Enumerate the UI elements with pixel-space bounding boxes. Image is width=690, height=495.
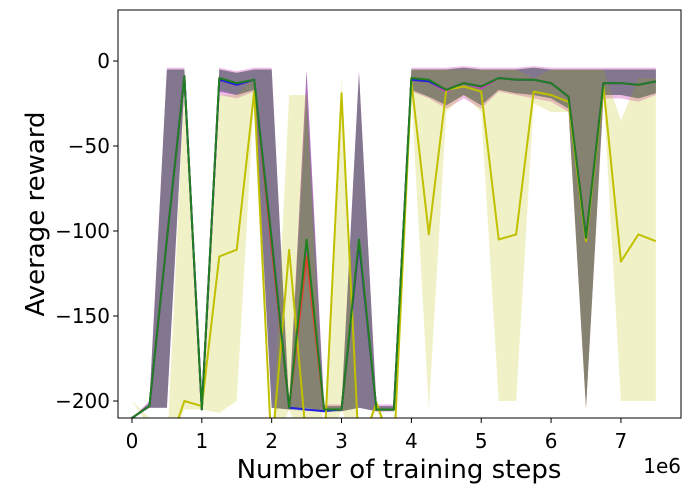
x-tick-label: 3 bbox=[335, 429, 348, 453]
series-4-line bbox=[131, 75, 657, 418]
x-tick-label: 6 bbox=[545, 429, 558, 453]
y-tick-label: −150 bbox=[55, 304, 110, 328]
x-tick-label: 4 bbox=[405, 429, 418, 453]
y-tick-label: 0 bbox=[97, 49, 110, 73]
x-tick-label: 0 bbox=[126, 429, 139, 453]
y-axis-label: Average reward bbox=[21, 111, 51, 316]
x-tick-label: 1 bbox=[195, 429, 208, 453]
series-lines bbox=[131, 75, 657, 418]
x-tick-label: 2 bbox=[265, 429, 278, 453]
x-axis-ticks: 0 1 2 3 4 5 6 7 bbox=[126, 418, 628, 453]
y-axis-ticks: 0 −50 −100 −150 −200 bbox=[55, 49, 118, 413]
x-axis-label: Number of training steps bbox=[237, 455, 562, 485]
y-tick-label: −50 bbox=[68, 134, 110, 158]
plot-frame bbox=[117, 9, 682, 419]
x-tick-label: 5 bbox=[475, 429, 488, 453]
y-tick-label: −200 bbox=[55, 389, 110, 413]
x-tick-label: 7 bbox=[615, 429, 628, 453]
y-tick-label: −100 bbox=[55, 219, 110, 243]
x-axis-offset-label: 1e6 bbox=[643, 454, 681, 478]
